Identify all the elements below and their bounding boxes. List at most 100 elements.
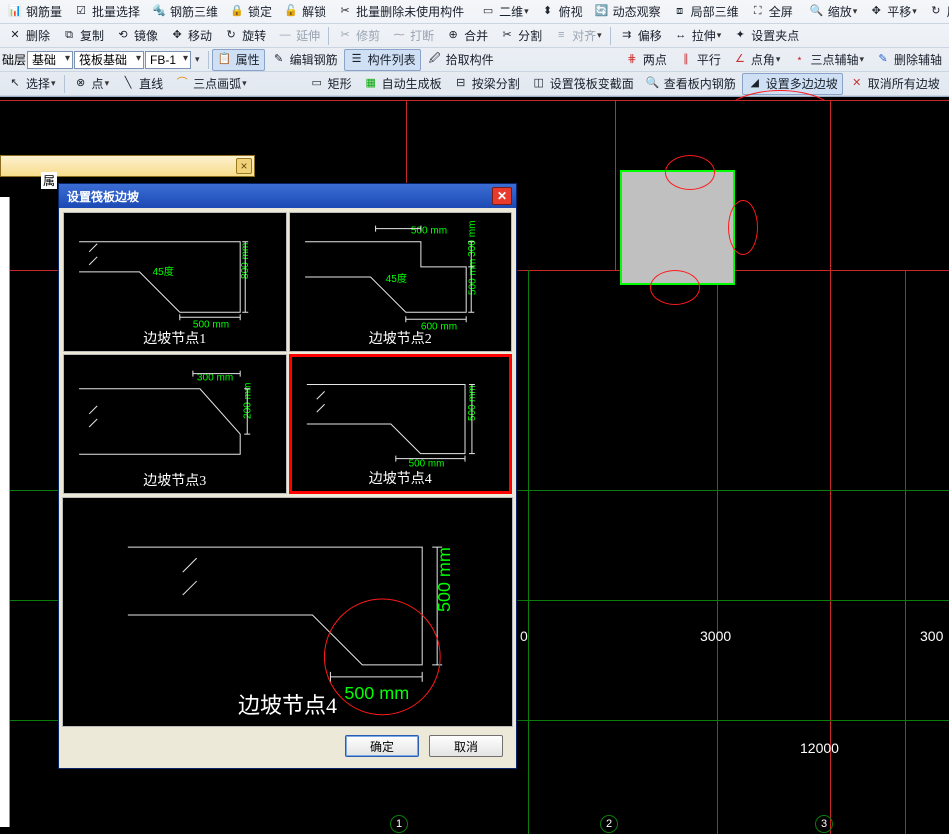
select-button[interactable]: ↖选择▾ xyxy=(2,73,61,95)
rect-button[interactable]: ▭矩形 xyxy=(304,73,357,95)
arc-button[interactable]: ⌒三点画弧▾ xyxy=(169,73,252,95)
toolbar-icon: ⊕ xyxy=(445,28,461,44)
dropdown-component[interactable]: FB-1 xyxy=(145,51,191,69)
dialog-titlebar[interactable]: 设置筏板边坡 ✕ xyxy=(59,184,516,208)
toolbar-icon: 📊 xyxy=(7,4,23,20)
toolbar-icon: ⟲ xyxy=(115,28,131,44)
toolbar-icon: 🔒 xyxy=(229,4,245,20)
dropdown-extra[interactable]: ▾ xyxy=(190,52,205,67)
toolbar-icon: ⇉ xyxy=(619,28,635,44)
two-point-button[interactable]: ⋕两点 xyxy=(619,49,672,71)
dialog-close-button[interactable]: ✕ xyxy=(492,187,512,205)
svg-text:300 mm: 300 mm xyxy=(197,373,233,384)
annotation-circle xyxy=(665,155,715,190)
tb-删除[interactable]: ✕删除 xyxy=(2,25,55,47)
tb-局部三维[interactable]: ⧈局部三维 xyxy=(667,1,744,23)
tb-打断: ⁓打断 xyxy=(386,25,439,47)
close-icon[interactable]: × xyxy=(236,158,252,174)
tb-偏移[interactable]: ⇉偏移 xyxy=(614,25,667,47)
attributes-button[interactable]: 📋属性 xyxy=(212,49,265,71)
tb-钢筋量[interactable]: 📊钢筋量 xyxy=(2,1,67,23)
axis-marker: 1 xyxy=(390,815,408,833)
svg-text:800 mm: 800 mm xyxy=(240,243,251,279)
tb-动态观察[interactable]: 🔄动态观察 xyxy=(589,1,666,23)
tb-分割[interactable]: ✂分割 xyxy=(494,25,547,47)
tb-批量删除未使用构件[interactable]: ✂批量删除未使用构件 xyxy=(332,1,469,23)
toolbar-icon: ↻ xyxy=(223,28,239,44)
slope-node-4[interactable]: 500 mm 500 mm 边坡节点4 xyxy=(289,354,513,494)
dropdown-category[interactable]: 基础 xyxy=(27,51,73,69)
slope-dialog: 设置筏板边坡 ✕ 45度 500 mm 800 mm 边坡节点1 xyxy=(58,183,517,769)
toolbar-icon: ✥ xyxy=(868,4,884,20)
auto-board-button[interactable]: ▦自动生成板 xyxy=(358,73,447,95)
grid-line xyxy=(0,100,949,101)
tb-钢筋三维[interactable]: 🔩钢筋三维 xyxy=(146,1,223,23)
toolbar-icon: ✕ xyxy=(7,28,23,44)
label-floor: 础层 xyxy=(2,51,26,68)
toolbar-icon: ✂ xyxy=(337,4,353,20)
toolbar-icon: ⛶ xyxy=(750,4,766,20)
annotation-circle xyxy=(728,200,758,255)
tb-缩放[interactable]: 🔍缩放▾ xyxy=(804,1,863,23)
tb-移动[interactable]: ✥移动 xyxy=(164,25,217,47)
toolbar-icon: 🔓 xyxy=(283,4,299,20)
tb-俯视[interactable]: ⬍俯视 xyxy=(535,1,588,23)
thumb-label: 边坡节点3 xyxy=(64,470,286,490)
set-section-button[interactable]: ◫设置筏板变截面 xyxy=(526,73,639,95)
split-by-beam-button[interactable]: ⊟按梁分割 xyxy=(448,73,525,95)
cancel-all-button[interactable]: ✕取消所有边坡 xyxy=(844,73,945,95)
set-slope-button[interactable]: ◢设置多边边坡 xyxy=(742,73,843,95)
tb-镜像[interactable]: ⟲镜像 xyxy=(110,25,163,47)
component-list-button[interactable]: ☰构件列表 xyxy=(344,49,421,71)
dropdown-subcategory[interactable]: 筏板基础 xyxy=(74,51,144,69)
dialog-buttons: 确定 取消 xyxy=(62,727,513,765)
toolbar-icon: ▭ xyxy=(480,4,496,20)
slope-preview: 500 mm 500 mm 边坡节点4 xyxy=(62,497,513,727)
slope-node-3[interactable]: 300 mm 200 mm 边坡节点3 xyxy=(63,354,287,494)
tb-二维[interactable]: ▭二维▾ xyxy=(475,1,534,23)
tb-屏幕旋[interactable]: ↻屏幕旋 xyxy=(923,1,949,23)
slope-thumbnails: 45度 500 mm 800 mm 边坡节点1 45度 500 mm 600 m… xyxy=(62,211,513,495)
tb-延伸: —延伸 xyxy=(272,25,325,47)
toolbar-icon: ✦ xyxy=(732,28,748,44)
cancel-button[interactable]: 取消 xyxy=(429,735,503,757)
view-rebar-button[interactable]: 🔍查看板内钢筋 xyxy=(640,73,741,95)
toolbar-icon: 🔄 xyxy=(594,4,610,20)
three-axis-button[interactable]: ⋆三点辅轴▾ xyxy=(786,49,869,71)
dialog-title: 设置筏板边坡 xyxy=(67,188,139,205)
parallel-button[interactable]: ∥平行 xyxy=(673,49,726,71)
tb-批量选择[interactable]: ☑批量选择 xyxy=(68,1,145,23)
tb-合并[interactable]: ⊕合并 xyxy=(440,25,493,47)
point-button[interactable]: ⊗点▾ xyxy=(68,73,115,95)
toolbar-icon: ☑ xyxy=(73,4,89,20)
thumb-label: 边坡节点4 xyxy=(292,468,510,488)
delete-axis-button[interactable]: ✎删除辅轴 xyxy=(870,49,947,71)
svg-text:45度: 45度 xyxy=(153,265,174,278)
slope-node-2[interactable]: 45度 500 mm 600 mm 300 mm 500 mm 边坡节点2 xyxy=(289,212,513,352)
slope-node-1[interactable]: 45度 500 mm 800 mm 边坡节点1 xyxy=(63,212,287,352)
tb-解锁[interactable]: 🔓解锁 xyxy=(278,1,331,23)
edit-rebar-button[interactable]: ✎编辑钢筋 xyxy=(266,49,343,71)
dim-text: 300 xyxy=(920,628,943,644)
tb-锁定[interactable]: 🔒锁定 xyxy=(224,1,277,23)
toolbar-icon: — xyxy=(277,28,293,44)
tb-平移[interactable]: ✥平移▾ xyxy=(863,1,922,23)
toolbar-icon: ⧈ xyxy=(672,4,688,20)
line-button[interactable]: ╲直线 xyxy=(115,73,168,95)
tb-设置夹点[interactable]: ✦设置夹点 xyxy=(727,25,804,47)
tb-旋转[interactable]: ↻旋转 xyxy=(218,25,271,47)
ok-button[interactable]: 确定 xyxy=(345,735,419,757)
pick-component-button[interactable]: 🖉拾取构件 xyxy=(422,49,499,71)
axis-marker: 2 xyxy=(600,815,618,833)
left-panel-stub xyxy=(0,197,10,827)
tb-全屏[interactable]: ⛶全屏 xyxy=(745,1,798,23)
floating-tab: × 属 xyxy=(0,155,255,177)
toolbar-icon: ✂ xyxy=(337,28,353,44)
tb-复制[interactable]: ⧉复制 xyxy=(56,25,109,47)
point-angle-button[interactable]: ∠点角▾ xyxy=(727,49,786,71)
preview-label: 边坡节点4 xyxy=(63,688,512,720)
toolbar-row-2: ✕删除⧉复制⟲镜像✥移动↻旋转—延伸✂修剪⁓打断⊕合并✂分割≡对齐▾⇉偏移↔拉伸… xyxy=(0,24,949,48)
tb-拉伸[interactable]: ↔拉伸▾ xyxy=(668,25,727,47)
grid-line xyxy=(830,100,831,834)
dim-text: 3000 xyxy=(700,628,731,644)
